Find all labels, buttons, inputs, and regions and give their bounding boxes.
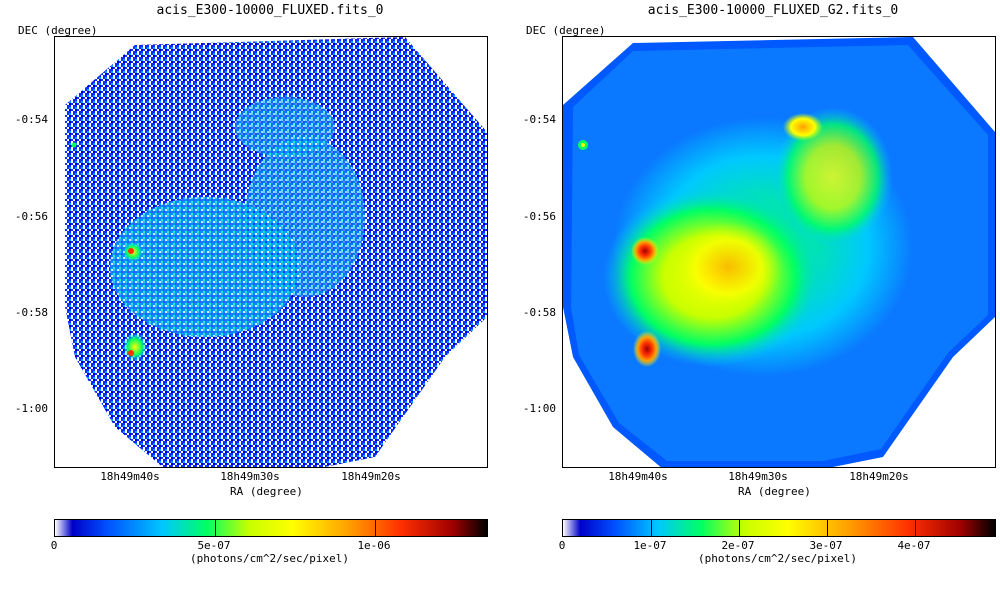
colorbar [562,519,996,537]
x-tick-label: 18h49m30s [220,470,280,483]
image-panel-smoothed: acis_E300-10000_FLUXED_G2.fits_0 DEC (de… [508,0,1000,591]
colorbar-unit-label: (photons/cm^2/sec/pixel) [698,552,857,565]
x-tick-label: 18h49m20s [341,470,401,483]
y-tick-label: -1:00 [522,402,556,415]
colorbar-unit-label: (photons/cm^2/sec/pixel) [190,552,349,565]
y-tick-label: -1:00 [14,402,48,415]
colorbar-tick-label: 3e-07 [809,539,843,552]
x-axis-label: RA (degree) [230,485,303,498]
x-tick-label: 18h49m20s [849,470,909,483]
panel-title: acis_E300-10000_FLUXED_G2.fits_0 [647,3,899,18]
y-tick-label: -0:58 [14,306,48,319]
x-tick-label: 18h49m30s [728,470,788,483]
colorbar-tick-label: 1e-07 [633,539,667,552]
y-tick-label: -0:56 [14,210,48,223]
colorbar-tick-label: 2e-07 [721,539,755,552]
y-tick-label: -0:54 [522,113,556,126]
y-axis-label: DEC (degree) [18,24,98,37]
colorbar-tick-label: 0 [50,539,58,552]
y-tick-label: -0:54 [14,113,48,126]
panel-title: acis_E300-10000_FLUXED.fits_0 [156,3,384,18]
y-axis-label: DEC (degree) [526,24,606,37]
colorbar [54,519,488,537]
x-tick-label: 18h49m40s [608,470,668,483]
colorbar-tick-label: 4e-07 [897,539,931,552]
smoothed-flux-image[interactable] [562,36,996,468]
colorbar-tick-label: 5e-07 [197,539,231,552]
y-tick-label: -0:56 [522,210,556,223]
colorbar-tick-label: 1e-06 [357,539,391,552]
x-axis-label: RA (degree) [738,485,811,498]
x-tick-label: 18h49m40s [100,470,160,483]
y-tick-label: -0:58 [522,306,556,319]
raw-flux-image[interactable] [54,36,488,468]
colorbar-tick-label: 0 [558,539,566,552]
image-panel-raw: acis_E300-10000_FLUXED.fits_0 DEC (degre… [14,3,488,565]
